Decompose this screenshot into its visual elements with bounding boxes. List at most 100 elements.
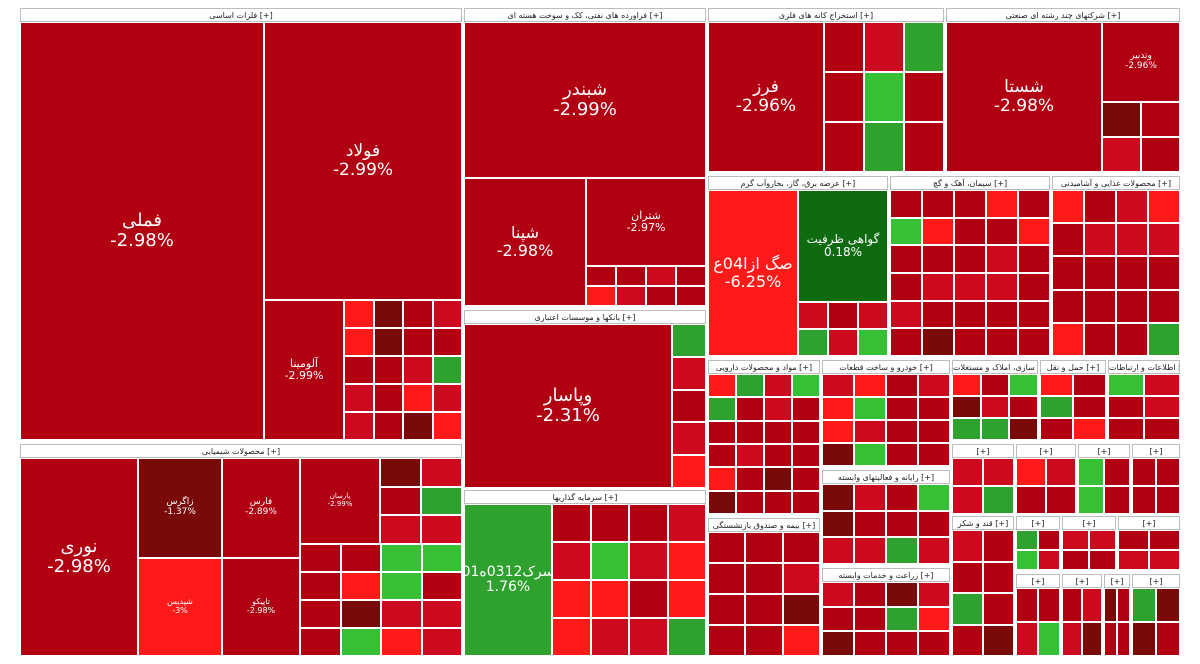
stock-tile-small[interactable] — [854, 510, 886, 538]
stock-tile-small[interactable] — [1040, 396, 1073, 418]
stock-tile-small[interactable] — [954, 273, 986, 301]
stock-tile-small[interactable] — [708, 490, 736, 514]
stock-tile-small[interactable] — [708, 625, 746, 656]
stock-tile-small[interactable] — [1156, 622, 1180, 656]
sector-header[interactable]: [+] — [1016, 516, 1060, 530]
stock-tile-small[interactable] — [708, 532, 746, 563]
stock-tile-small[interactable] — [890, 245, 922, 273]
stock-tile-small[interactable] — [1118, 530, 1149, 550]
stock-tile-small[interactable] — [590, 542, 629, 580]
stock-tile-small[interactable] — [1104, 588, 1117, 622]
stock-tile-small[interactable] — [736, 444, 764, 468]
stock-tile-small[interactable] — [983, 624, 1014, 656]
stock-tile-small[interactable] — [1046, 458, 1076, 486]
stock-tile-small[interactable] — [952, 561, 983, 593]
stock-tile-small[interactable] — [403, 356, 433, 384]
stock-tile-small[interactable] — [922, 300, 954, 329]
stock-tile-small[interactable] — [886, 631, 918, 656]
stock-tile-small[interactable] — [629, 504, 668, 542]
stock-tile-small[interactable] — [736, 467, 764, 491]
stock-tile-small[interactable] — [344, 384, 374, 412]
stock-tile-small[interactable] — [904, 22, 944, 72]
stock-tile-small[interactable] — [890, 190, 922, 218]
stock-tile-small[interactable] — [1009, 374, 1038, 396]
stock-tile-small[interactable] — [708, 467, 736, 491]
sector-header[interactable]: بانکها و موسسات اعتباری [+] — [464, 310, 706, 324]
stock-tile-small[interactable] — [1084, 289, 1116, 323]
stock-tile-small[interactable] — [782, 563, 820, 594]
stock-tile-small[interactable] — [421, 628, 462, 656]
stock-tile-small[interactable] — [918, 631, 950, 656]
stock-tile-small[interactable] — [432, 300, 462, 328]
stock-tile-small[interactable] — [918, 397, 950, 420]
stock-tile-small[interactable] — [590, 580, 629, 618]
sector-header[interactable]: بیمه و صندوق بازنشستگی [+] — [708, 518, 820, 532]
stock-tile-small[interactable] — [1108, 418, 1144, 440]
stock-tile-small[interactable] — [629, 618, 668, 656]
stock-tile-small[interactable] — [822, 484, 854, 511]
stock-tile-small[interactable] — [672, 422, 706, 456]
stock-tile[interactable]: صگ ازا04ع -6.25% — [708, 190, 798, 356]
stock-tile-small[interactable] — [952, 530, 983, 562]
stock-tile-small[interactable] — [1062, 588, 1082, 622]
stock-tile-small[interactable] — [1038, 588, 1060, 622]
stock-tile[interactable]: شپدیس -3% — [138, 558, 222, 656]
stock-tile-small[interactable] — [922, 190, 954, 218]
stock-tile[interactable]: شبندر -2.99% — [464, 22, 706, 178]
sector-header[interactable]: سیمان، آهک و گچ [+] — [890, 176, 1050, 190]
stock-tile-small[interactable] — [300, 572, 341, 600]
stock-tile-small[interactable] — [1156, 486, 1180, 514]
stock-tile-small[interactable] — [373, 412, 403, 440]
stock-tile-small[interactable] — [1156, 588, 1180, 622]
sector-header[interactable]: فلزات اساسی [+] — [20, 8, 462, 22]
stock-tile-small[interactable] — [1141, 137, 1180, 172]
stock-tile-small[interactable] — [344, 300, 374, 328]
stock-tile-small[interactable] — [954, 217, 986, 246]
stock-tile-small[interactable] — [824, 22, 864, 72]
stock-tile-small[interactable] — [986, 217, 1018, 246]
stock-tile-small[interactable] — [890, 328, 922, 356]
stock-tile-small[interactable] — [736, 397, 764, 421]
sector-header[interactable]: عرضه برق، گاز، بخاروآب گرم [+] — [708, 176, 888, 190]
stock-tile-small[interactable] — [1116, 322, 1148, 356]
sector-header[interactable]: شرکتهای چند رشته ای صنعتی [+] — [946, 8, 1180, 22]
stock-tile-small[interactable] — [421, 600, 462, 628]
stock-tile-small[interactable] — [590, 504, 629, 542]
stock-tile-small[interactable] — [904, 122, 944, 172]
stock-tile-small[interactable] — [886, 606, 918, 632]
stock-tile-small[interactable] — [1016, 622, 1038, 656]
stock-tile-small[interactable] — [1062, 622, 1082, 656]
sector-header[interactable]: خودرو و ساخت قطعات [+] — [822, 360, 950, 374]
stock-tile-small[interactable] — [300, 600, 341, 628]
stock-tile-small[interactable] — [764, 420, 792, 444]
stock-tile-small[interactable] — [676, 266, 706, 286]
stock-tile-small[interactable] — [983, 561, 1014, 593]
stock-tile[interactable]: تاپیکو -2.98% — [222, 558, 300, 656]
stock-tile-small[interactable] — [1108, 374, 1144, 396]
stock-tile-small[interactable] — [373, 356, 403, 384]
stock-tile-small[interactable] — [954, 245, 986, 273]
stock-tile-small[interactable] — [922, 217, 954, 246]
sector-header[interactable]: [+] — [1062, 574, 1102, 588]
sector-header[interactable]: [+] — [1078, 444, 1130, 458]
stock-tile-small[interactable] — [421, 458, 462, 487]
stock-tile-small[interactable] — [1018, 273, 1050, 301]
stock-tile-small[interactable] — [824, 122, 864, 172]
stock-tile-small[interactable] — [858, 329, 888, 356]
stock-tile-small[interactable] — [300, 544, 341, 572]
stock-tile[interactable]: آلومینا -2.99% — [264, 300, 344, 440]
stock-tile-small[interactable] — [854, 537, 886, 564]
stock-tile-small[interactable] — [986, 300, 1018, 329]
stock-tile-small[interactable] — [1018, 190, 1050, 218]
stock-tile-small[interactable] — [1062, 550, 1089, 570]
stock-tile-small[interactable] — [421, 544, 462, 572]
stock-tile-small[interactable] — [886, 397, 918, 420]
stock-tile-small[interactable] — [822, 537, 854, 564]
stock-tile-small[interactable] — [736, 374, 764, 398]
stock-tile-small[interactable] — [1132, 458, 1156, 486]
stock-tile[interactable]: فارس -2.89% — [222, 458, 300, 558]
stock-tile-small[interactable] — [432, 328, 462, 356]
stock-tile-small[interactable] — [745, 625, 783, 656]
stock-tile-small[interactable] — [1148, 223, 1180, 257]
sector-header[interactable]: [+] — [1132, 444, 1180, 458]
